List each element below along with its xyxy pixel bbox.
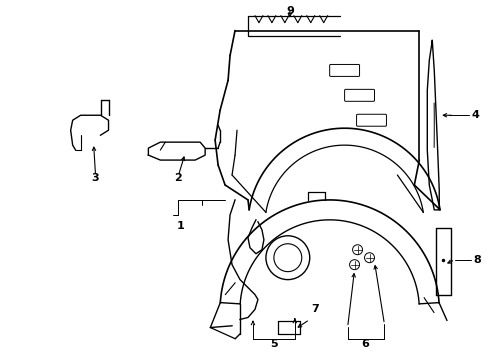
Text: 3: 3 [92, 173, 99, 183]
Text: 1: 1 [176, 221, 184, 231]
FancyBboxPatch shape [329, 64, 359, 76]
Text: 4: 4 [470, 110, 478, 120]
Text: 5: 5 [269, 339, 277, 349]
Text: 7: 7 [311, 305, 319, 315]
Text: 8: 8 [472, 255, 480, 265]
Text: 6: 6 [361, 339, 369, 349]
Text: 2: 2 [174, 173, 182, 183]
FancyBboxPatch shape [344, 89, 374, 101]
FancyBboxPatch shape [356, 114, 386, 126]
Text: 9: 9 [285, 6, 293, 16]
